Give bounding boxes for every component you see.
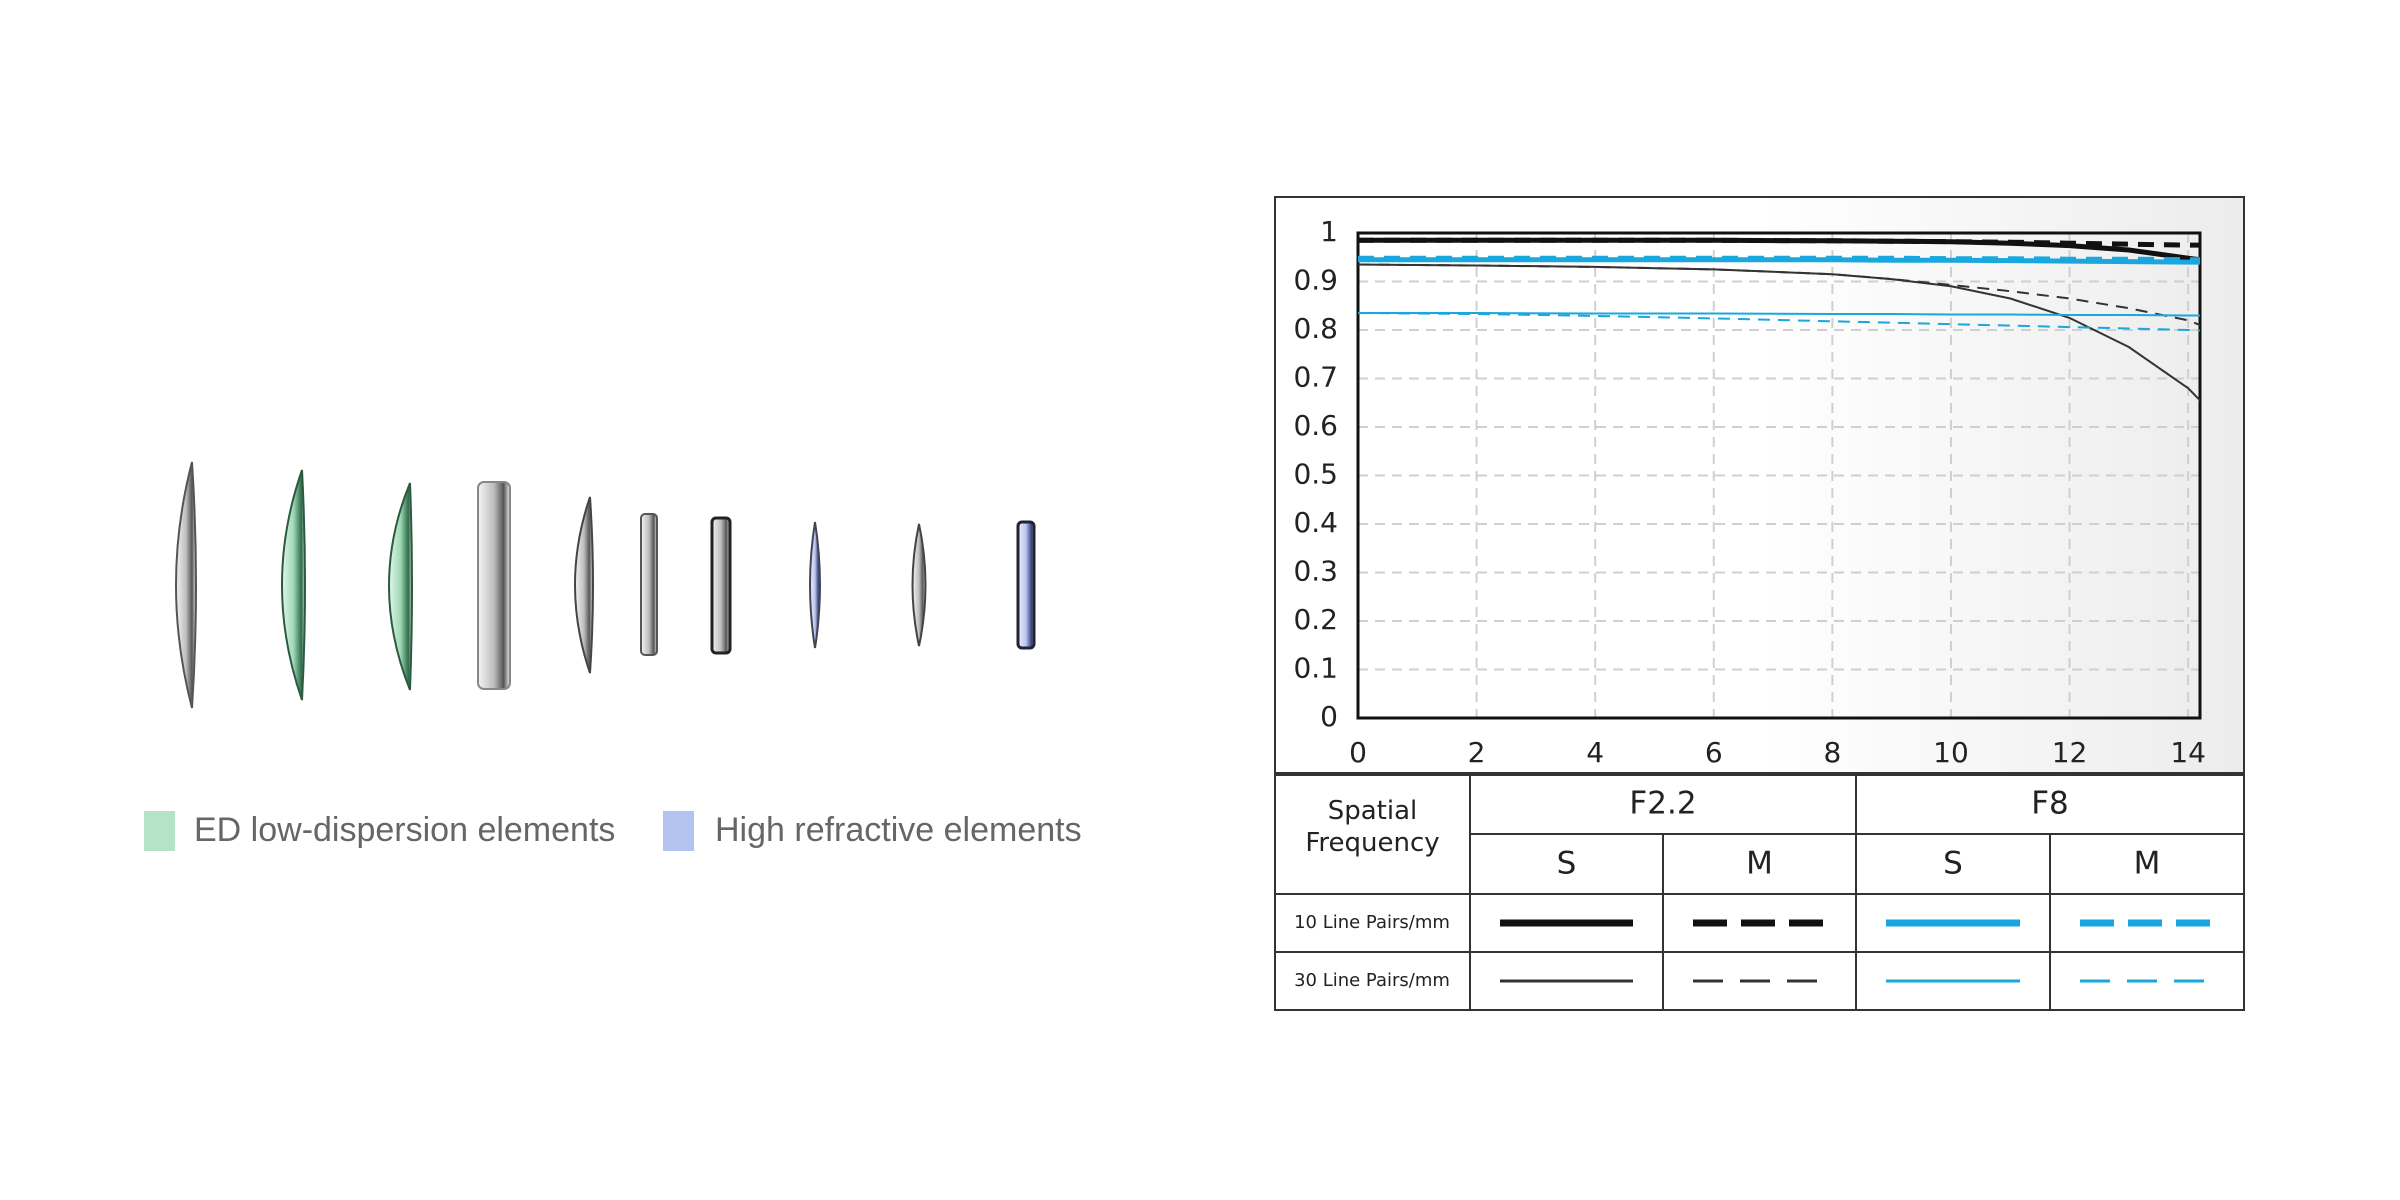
chart-frame bbox=[1274, 196, 2245, 774]
x-tick-label: 2 bbox=[1468, 736, 1486, 769]
lens bbox=[911, 523, 927, 647]
lens bbox=[388, 482, 413, 691]
x-tick-label: 4 bbox=[1586, 736, 1604, 769]
x-tick-label: 12 bbox=[2052, 736, 2088, 769]
y-tick-label: 0 bbox=[1320, 700, 1338, 733]
legend-swatch bbox=[144, 811, 175, 851]
x-tick-label: 10 bbox=[1933, 736, 1969, 769]
table-header: Spatial Frequency bbox=[1305, 796, 1440, 858]
plot-area bbox=[1356, 231, 2202, 720]
y-tick-label: 0.7 bbox=[1293, 361, 1338, 394]
legend-table: Spatial Frequency bbox=[1274, 774, 2245, 1011]
orientation-header: S bbox=[1943, 846, 1963, 882]
x-tick-label: 6 bbox=[1705, 736, 1723, 769]
orientation-header: M bbox=[1746, 846, 1773, 882]
y-tick-label: 0.4 bbox=[1293, 506, 1338, 539]
y-tick-label: 0.2 bbox=[1293, 603, 1338, 636]
aperture-header: F2.2 bbox=[1629, 786, 1696, 822]
series-line bbox=[1358, 312, 2200, 317]
x-tick-label: 8 bbox=[1823, 736, 1841, 769]
y-tick-label: 0.1 bbox=[1293, 652, 1338, 685]
row-label: 30 Line Pairs/mm bbox=[1294, 970, 1450, 991]
aperture-header: F8 bbox=[2031, 786, 2069, 822]
x-tick-label: 14 bbox=[2170, 736, 2206, 769]
series-line bbox=[1357, 312, 2201, 332]
y-tick-label: 0.6 bbox=[1293, 409, 1338, 442]
lens bbox=[640, 513, 658, 656]
legend-label: High refractive elements bbox=[715, 811, 1082, 849]
lens bbox=[809, 521, 821, 649]
lens-elements bbox=[175, 461, 1036, 709]
lens-legend: ED low-dispersion elements High refracti… bbox=[144, 811, 1082, 851]
legend-swatch bbox=[663, 811, 694, 851]
y-tick-label: 0.3 bbox=[1293, 555, 1338, 588]
header-cell: Spatial Frequency bbox=[1305, 796, 1440, 858]
orientation-header: M bbox=[2134, 846, 2161, 882]
y-tick-label: 0.8 bbox=[1293, 312, 1338, 345]
lens bbox=[574, 496, 594, 674]
lens bbox=[281, 469, 306, 701]
y-tick-label: 0.5 bbox=[1293, 458, 1338, 491]
lens bbox=[175, 461, 197, 709]
lens bbox=[710, 516, 732, 655]
orientation-header: S bbox=[1557, 846, 1577, 882]
table-border bbox=[1274, 774, 2245, 1011]
series-line bbox=[1357, 263, 2201, 327]
series-line bbox=[1358, 255, 2200, 263]
row-label: 10 Line Pairs/mm bbox=[1294, 912, 1450, 933]
y-tick-label: 0.9 bbox=[1293, 264, 1338, 297]
y-tick-label: 1 bbox=[1320, 215, 1338, 248]
legend-label: ED low-dispersion elements bbox=[194, 811, 615, 849]
lens bbox=[1016, 520, 1036, 650]
lens bbox=[477, 481, 511, 690]
series-line bbox=[1358, 237, 2200, 248]
x-tick-label: 0 bbox=[1349, 736, 1367, 769]
